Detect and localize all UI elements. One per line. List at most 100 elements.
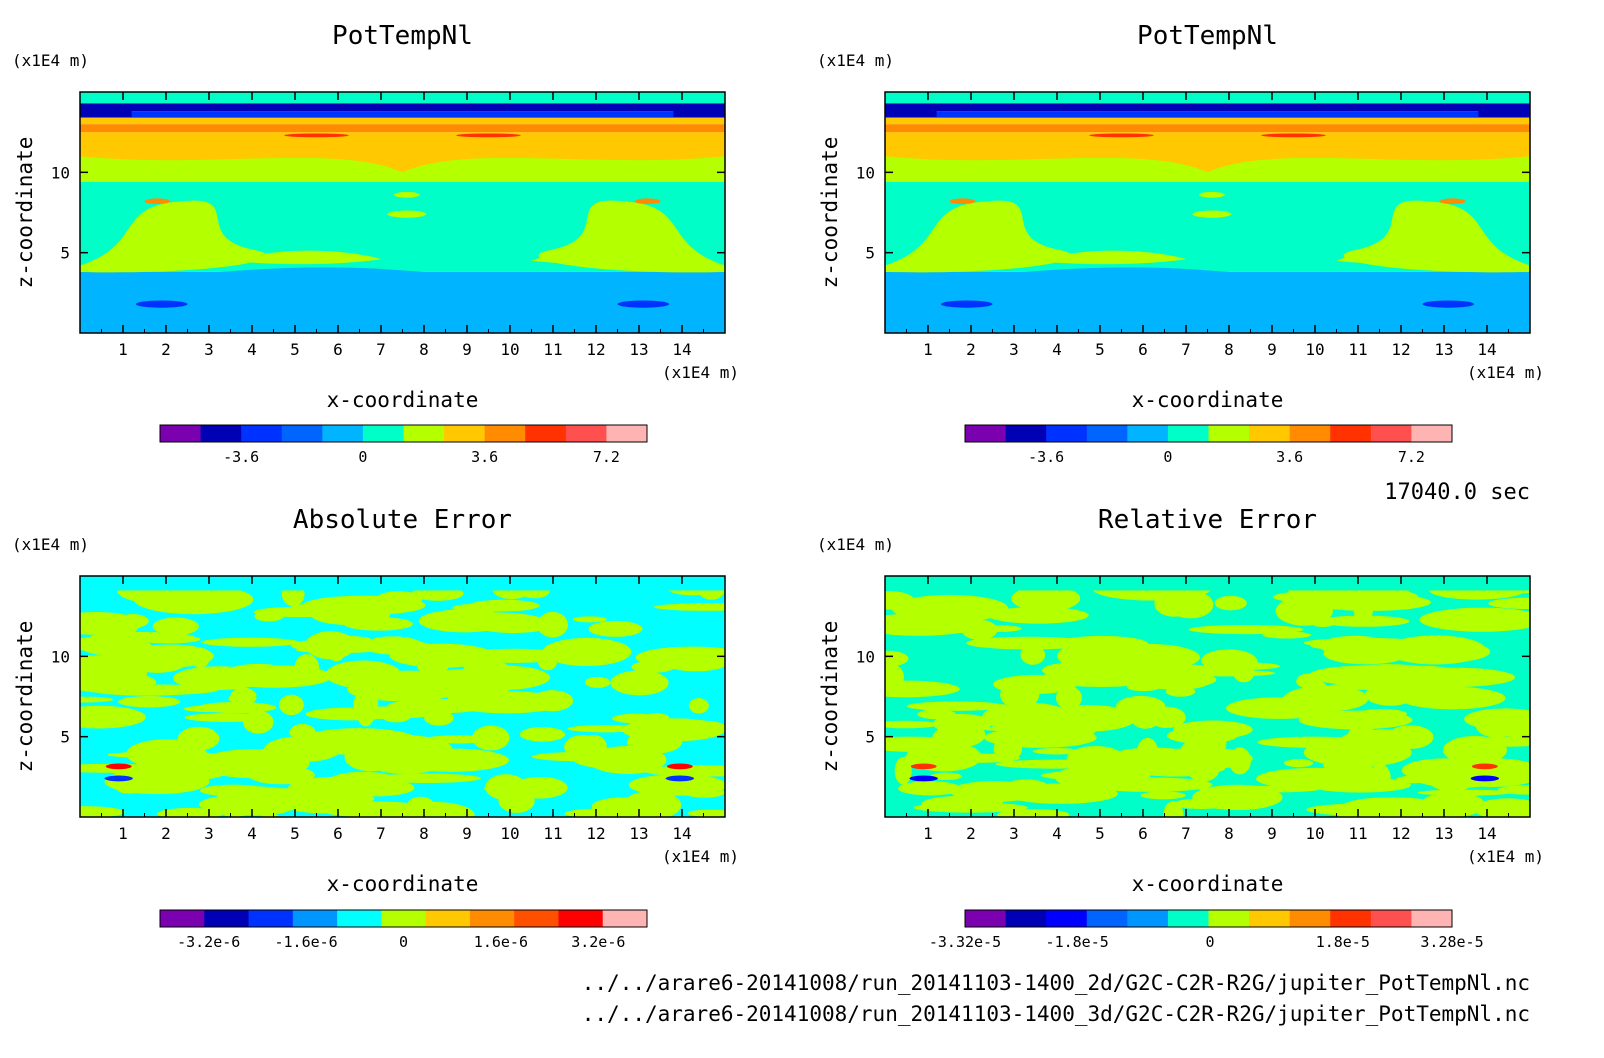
field-patch <box>1441 758 1530 787</box>
field-layer <box>885 576 1530 591</box>
colorbar-swatch <box>525 425 567 442</box>
colorbar-swatch <box>444 425 486 442</box>
field-patch <box>1143 675 1209 690</box>
y-tick-label: 10 <box>856 163 875 182</box>
file-path-2: ../../arare6-20141008/run_20141103-1400_… <box>582 1002 1530 1026</box>
field-region <box>673 109 725 117</box>
field-patch <box>688 698 709 714</box>
field-patch <box>885 591 915 610</box>
chart-title: PotTempNl <box>332 21 473 51</box>
field-patch <box>157 807 223 817</box>
colorbar-swatch <box>1330 425 1372 442</box>
time-label: 17040.0 sec <box>1384 480 1530 505</box>
field-patch <box>591 797 653 816</box>
y-tick-label: 5 <box>60 244 70 263</box>
field-patch <box>214 786 301 816</box>
field-patch <box>666 763 693 770</box>
field-patch <box>248 765 315 785</box>
colorbar-swatch <box>1046 910 1088 927</box>
field-patch <box>1284 759 1314 768</box>
x-tick-label: 7 <box>376 824 386 843</box>
field-region <box>1261 133 1326 138</box>
y-tick-label: 5 <box>60 728 70 747</box>
colorbar-swatch <box>484 425 526 442</box>
x-tick-label: 13 <box>629 824 648 843</box>
field-region <box>1422 300 1475 308</box>
x-tick-label: 8 <box>419 340 429 359</box>
field-patch <box>1470 775 1500 782</box>
field-patch <box>643 765 725 777</box>
field-patch <box>531 752 624 762</box>
x-unit-label: (x1E4 m) <box>1467 847 1544 866</box>
field-patch <box>1084 658 1170 681</box>
field-patch <box>112 614 139 636</box>
field-patch <box>127 644 214 668</box>
field-patch <box>387 698 488 714</box>
colorbar-swatch <box>292 910 338 927</box>
colorbar-swatch <box>248 910 294 927</box>
y-tick-label: 10 <box>856 647 875 666</box>
x-tick-label: 10 <box>500 340 519 359</box>
chart-panel-2: PotTempNl(x1E4 m)1 2 3 4 5 6 7 8 9 10 11 12 13 14510(… <box>817 21 1544 466</box>
field-region <box>1439 198 1466 205</box>
field-region <box>144 198 171 205</box>
field-patch <box>1042 662 1105 678</box>
x-tick-label: 9 <box>1267 824 1277 843</box>
field-patch <box>263 736 342 762</box>
field-patch <box>1044 719 1097 740</box>
field-layer <box>80 117 725 125</box>
x-tick-label: 14 <box>672 340 691 359</box>
x-tick-label: 11 <box>543 824 562 843</box>
x-tick-label: 1 <box>118 824 128 843</box>
colorbar-label: 0 <box>1163 448 1172 466</box>
colorbar-swatch <box>1289 910 1331 927</box>
field-region <box>1198 191 1225 198</box>
x-unit-label: (x1E4 m) <box>1467 363 1544 382</box>
heatmap-field <box>885 92 1530 333</box>
field-layer <box>885 111 1530 118</box>
x-tick-label: 5 <box>1095 340 1105 359</box>
field-region <box>885 109 937 117</box>
field-patch <box>472 725 510 751</box>
x-tick-label: 7 <box>1181 824 1191 843</box>
field-patch <box>1395 775 1430 784</box>
field-patch <box>1471 763 1498 770</box>
field-patch <box>197 701 276 714</box>
y-axis-label: z-coordinate <box>13 137 37 289</box>
colorbar-swatch <box>281 425 323 442</box>
field-patch <box>909 775 938 782</box>
colorbar-swatch <box>362 425 404 442</box>
colorbar-frame <box>964 424 1453 443</box>
field-region <box>230 250 381 265</box>
x-tick-label: 12 <box>586 824 605 843</box>
x-tick-label: 13 <box>1434 340 1453 359</box>
colorbar-swatch <box>381 910 427 927</box>
colorbar-swatch <box>1249 910 1291 927</box>
colorbar-label: -3.6 <box>223 448 259 466</box>
field-region <box>1089 133 1154 138</box>
field-patch <box>997 809 1070 817</box>
field-layer <box>885 117 1530 125</box>
x-tick-label: 2 <box>966 340 976 359</box>
x-tick-label: 3 <box>1009 824 1019 843</box>
x-tick-label: 4 <box>1052 824 1062 843</box>
field-patch <box>1378 665 1469 696</box>
colorbar-frame <box>159 424 648 443</box>
field-patch <box>896 610 944 636</box>
colorbar-swatch <box>1005 910 1047 927</box>
colorbar-label: 0 <box>358 448 367 466</box>
field-patch <box>372 773 481 783</box>
y-tick-label: 5 <box>865 728 875 747</box>
field-patch <box>683 787 725 798</box>
heatmap-field <box>885 576 1530 817</box>
x-tick-label: 14 <box>672 824 691 843</box>
x-tick-label: 6 <box>333 340 343 359</box>
x-axis-label: x-coordinate <box>327 872 479 896</box>
colorbar-label: 7.2 <box>1398 448 1425 466</box>
colorbar-swatch <box>425 910 471 927</box>
colorbar-label: 1.8e-5 <box>1316 933 1370 951</box>
field-region <box>531 250 682 265</box>
colorbar-swatch <box>1086 425 1128 442</box>
field-patch <box>1055 686 1082 710</box>
x-tick-label: 3 <box>204 824 214 843</box>
